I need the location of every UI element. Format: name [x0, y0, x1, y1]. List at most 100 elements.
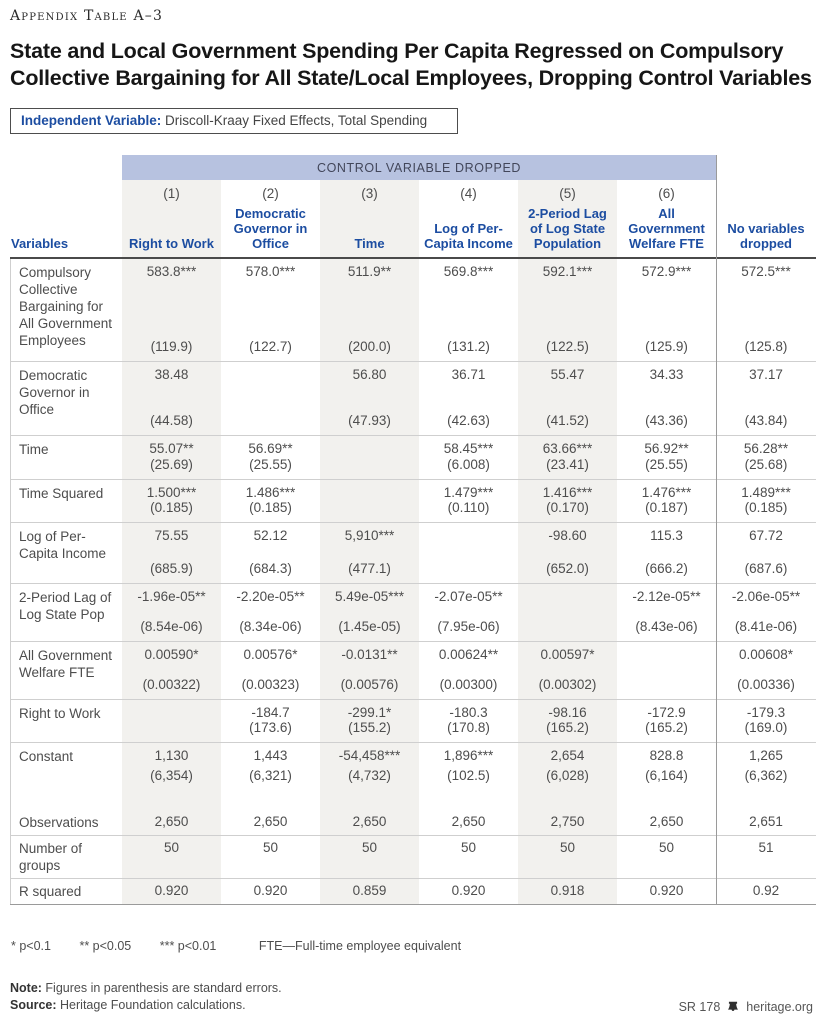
- data-cell: [221, 362, 320, 435]
- coefficient-value: -2.06e-05**: [731, 589, 801, 605]
- row-label: Constant: [19, 749, 74, 765]
- col-header-all-gov-welfare-fte: All Government Welfare FTE: [628, 206, 705, 252]
- title-line-2: Collective Bargaining for All State/Loca…: [10, 65, 812, 90]
- data-cell: -2.07e-05** (7.95e-06): [419, 584, 518, 641]
- standard-error-value: (6,028): [546, 768, 589, 784]
- row-label: Time: [19, 442, 49, 458]
- standard-error-value: (0.00323): [241, 677, 300, 693]
- row-label: 2-Period Lag of Log State Pop: [19, 590, 112, 623]
- column-number-row: (1) (2) (3) (4) (5) (6): [10, 180, 816, 207]
- stat-value: 50: [658, 840, 675, 856]
- data-cell: 0.00624** (0.00300): [419, 642, 518, 699]
- standard-error-value: (0.00322): [142, 677, 201, 693]
- data-cell: 34.33 (43.36): [617, 362, 716, 435]
- standard-error-value: (6,321): [249, 768, 292, 784]
- stat-value: 0.920: [253, 883, 288, 899]
- title-line-1: State and Local Government Spending Per …: [10, 39, 784, 63]
- standard-error-value: (0.187): [645, 500, 688, 516]
- data-cell: -2.06e-05** (8.41e-06): [716, 584, 816, 641]
- data-cell: -180.3 (170.8): [419, 700, 518, 742]
- stat-label: Number of groups: [19, 841, 83, 874]
- data-cell: 1.476*** (0.187): [617, 480, 716, 522]
- data-cell: 1.479*** (0.110): [419, 480, 518, 522]
- stat-label: Observations: [19, 815, 99, 831]
- data-cell: 1,130 (6,354): [122, 743, 221, 810]
- standard-error-value: (0.185): [249, 500, 292, 516]
- stat-row: R squared 0.920 0.920 0.859 0.920 0.918 0.920 0…: [11, 878, 816, 904]
- standard-error-value: (0.185): [150, 500, 193, 516]
- stat-value: 0.92: [752, 883, 780, 899]
- page-footer: Note: Figures in parenthesis are standar…: [10, 980, 815, 1014]
- standard-error-value: (169.0): [744, 720, 788, 736]
- data-cell: [320, 480, 419, 522]
- stat-value: 0.920: [154, 883, 189, 899]
- data-cell: 0.00576* (0.00323): [221, 642, 320, 699]
- table-row: Right to Work -184.7 (173.6) -299.1* (155.2)…: [11, 699, 816, 742]
- col-header-2-period-lag: 2-Period Lag of Log State Population: [528, 206, 607, 252]
- coefficient-value: 75.55: [154, 528, 189, 544]
- column-stripe-3: [320, 180, 419, 905]
- standard-error-value: (25.55): [249, 457, 292, 473]
- col-header-time: Time: [354, 236, 385, 252]
- sig-p005: ** p<0.05: [79, 939, 132, 954]
- table-row: Time 55.07** (25.69) 56.69** (25.55) 58.45***…: [11, 435, 816, 479]
- table-stats: Observations 2,650 2,650 2,650 2,650 2,750 2,6…: [10, 810, 816, 905]
- standard-error-value: (6,354): [150, 768, 193, 784]
- data-cell: [122, 700, 221, 742]
- coefficient-value: 1.486***: [245, 485, 296, 501]
- coefficient-value: 56.28**: [743, 441, 789, 457]
- col-header-democratic-governor: Democratic Governor in Office: [233, 206, 308, 252]
- data-cell: 5.49e-05*** (1.45e-05): [320, 584, 419, 641]
- coefficient-value: -179.3: [746, 705, 786, 721]
- stat-value: 2,650: [451, 814, 486, 830]
- column-stripe-5: [518, 180, 617, 905]
- standard-error-value: (43.84): [744, 413, 788, 429]
- stat-value: 2,650: [649, 814, 684, 830]
- coefficient-value: 1.476***: [641, 485, 692, 501]
- coefficient-value: -98.16: [548, 705, 587, 721]
- report-page: Appendix Table A–3 State and Local Gover…: [10, 8, 816, 1014]
- row-label: All Government Welfare FTE: [19, 648, 113, 681]
- coefficient-value: -98.60: [548, 528, 587, 544]
- coefficient-value: -2.12e-05**: [632, 589, 701, 605]
- coefficient-value: -2.20e-05**: [236, 589, 305, 605]
- coefficient-value: -299.1*: [347, 705, 392, 721]
- colnum-3: (3): [361, 186, 378, 202]
- standard-error-value: (687.6): [744, 561, 788, 577]
- independent-variable-value: Driscoll-Kraay Fixed Effects, Total Spen…: [161, 113, 428, 129]
- standard-error-value: (6,164): [645, 768, 688, 784]
- stat-value: 50: [361, 840, 378, 856]
- note-label: Note:: [10, 981, 42, 996]
- coefficient-value: 55.07**: [149, 441, 194, 457]
- data-cell: 0.00597* (0.00302): [518, 642, 617, 699]
- data-cell: 569.8*** (131.2): [419, 259, 518, 361]
- coefficient-value: 56.69**: [248, 441, 293, 457]
- stat-value: 2,650: [352, 814, 387, 830]
- data-cell: -98.60 (652.0): [518, 523, 617, 583]
- coefficient-value: 1.416***: [542, 485, 593, 501]
- data-cell: [320, 436, 419, 479]
- data-cell: 55.47 (41.52): [518, 362, 617, 435]
- standard-error-value: (102.5): [447, 768, 490, 784]
- coefficient-value: 5,910***: [344, 528, 395, 544]
- colnum-1: (1): [163, 186, 180, 202]
- data-cell: -172.9 (165.2): [617, 700, 716, 742]
- stat-value: 51: [758, 840, 774, 856]
- row-label: Compulsory Collective Bargaining for All…: [19, 265, 113, 349]
- standard-error-value: (6,362): [744, 768, 788, 784]
- coefficient-value: 572.9***: [641, 264, 692, 280]
- standard-error-value: (165.2): [546, 720, 589, 736]
- data-cell: 1.489*** (0.185): [716, 480, 816, 522]
- data-cell: 592.1*** (122.5): [518, 259, 617, 361]
- coefficient-value: 1,130: [154, 748, 189, 764]
- stat-value: 0.859: [352, 883, 387, 899]
- coefficient-value: -54,458***: [338, 748, 401, 764]
- data-cell: 572.9*** (125.9): [617, 259, 716, 361]
- header-rule: [10, 257, 816, 260]
- coefficient-value: 56.92**: [644, 441, 689, 457]
- data-cell: -184.7 (173.6): [221, 700, 320, 742]
- standard-error-value: (477.1): [348, 561, 391, 577]
- stat-value: 0.920: [451, 883, 486, 899]
- stat-row: Number of groups 50 50 50 50 50 50 51: [11, 835, 816, 878]
- standard-error-value: (200.0): [348, 339, 391, 355]
